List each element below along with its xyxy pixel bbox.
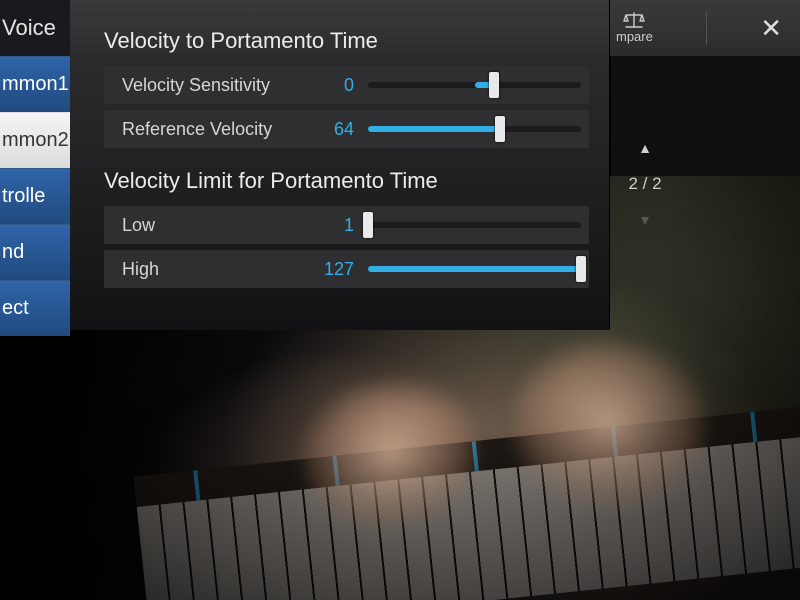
param-value[interactable]: 0 [310,75,354,96]
param-label: Reference Velocity [122,119,310,140]
section-title: Velocity to Portamento Time [104,28,589,54]
slider-track [368,222,581,228]
param-slider[interactable] [368,258,581,280]
compare-label: mpare [616,29,653,44]
param-slider[interactable] [368,118,581,140]
topbar-divider [706,11,707,45]
sidebar-tab[interactable]: trolle [0,168,70,224]
param-row: Low1 [104,206,589,244]
param-value[interactable]: 64 [310,119,354,140]
close-icon: ✕ [760,13,782,43]
param-slider[interactable] [368,74,581,96]
param-label: Velocity Sensitivity [122,75,310,96]
compare-button[interactable]: mpare [616,12,653,44]
param-row: Reference Velocity64 [104,110,589,148]
slider-thumb[interactable] [489,72,499,98]
slider-thumb[interactable] [495,116,505,142]
param-slider[interactable] [368,214,581,236]
page-indicator: ▲ 2 / 2 ▼ [622,140,668,228]
param-value[interactable]: 127 [310,259,354,280]
slider-fill [368,126,500,132]
close-button[interactable]: ✕ [760,13,782,44]
param-value[interactable]: 1 [310,215,354,236]
param-row: High127 [104,250,589,288]
page-number: 2 / 2 [622,174,668,194]
sidebar: Voice mmon1mmon2trollendect [0,0,70,420]
page-down-button[interactable]: ▼ [622,212,668,228]
dialog-topbar: mpare ✕ [610,0,800,56]
sidebar-tab[interactable]: nd [0,224,70,280]
slider-thumb[interactable] [576,256,586,282]
slider-thumb[interactable] [363,212,373,238]
param-label: High [122,259,310,280]
sidebar-tab[interactable]: mmon2 [0,112,70,168]
section-title: Velocity Limit for Portamento Time [104,168,589,194]
param-row: Velocity Sensitivity0 [104,66,589,104]
sidebar-tab[interactable]: mmon1 [0,56,70,112]
balance-scale-icon [622,12,646,28]
param-label: Low [122,215,310,236]
sidebar-header: Voice [0,0,70,56]
sidebar-tab[interactable]: ect [0,280,70,336]
slider-fill [368,266,581,272]
settings-panel: Velocity to Portamento Time Velocity Sens… [70,0,610,330]
page-up-button[interactable]: ▲ [622,140,668,156]
